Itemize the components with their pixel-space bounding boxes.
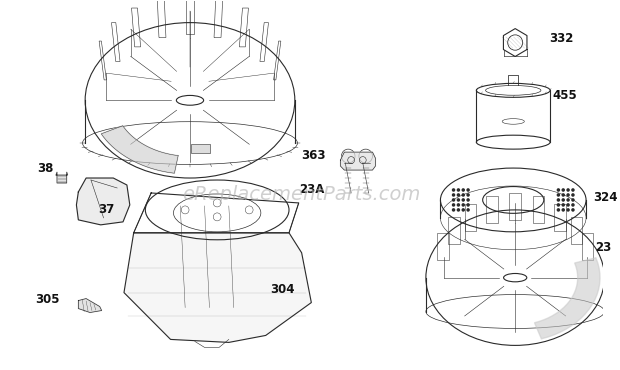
Circle shape [571,193,575,197]
Polygon shape [76,178,130,225]
Circle shape [452,203,455,207]
Polygon shape [56,172,68,183]
Circle shape [466,188,470,192]
Circle shape [557,208,560,212]
Circle shape [452,193,455,197]
Text: 332: 332 [549,32,574,45]
Circle shape [461,193,465,197]
Circle shape [571,188,575,192]
Circle shape [557,198,560,202]
Polygon shape [191,144,210,153]
Circle shape [466,198,470,202]
Circle shape [562,203,565,207]
Circle shape [457,203,460,207]
Circle shape [461,203,465,207]
Circle shape [571,208,575,212]
Text: 324: 324 [593,191,618,205]
Circle shape [461,188,465,192]
Circle shape [557,188,560,192]
Circle shape [562,198,565,202]
Circle shape [566,188,570,192]
Circle shape [566,193,570,197]
Circle shape [452,188,455,192]
Polygon shape [101,126,178,173]
Circle shape [461,198,465,202]
Circle shape [452,208,455,212]
Circle shape [466,203,470,207]
Text: 455: 455 [552,89,577,102]
Text: eReplacementParts.com: eReplacementParts.com [182,185,421,205]
Circle shape [571,198,575,202]
Polygon shape [78,299,102,313]
Polygon shape [534,258,600,339]
Text: 23A: 23A [299,184,324,196]
Text: 23: 23 [595,241,611,254]
Text: 304: 304 [270,283,295,296]
Circle shape [461,208,465,212]
Circle shape [457,198,460,202]
Polygon shape [124,233,311,342]
Text: 305: 305 [35,293,60,306]
Circle shape [557,193,560,197]
Polygon shape [340,152,375,170]
Circle shape [562,208,565,212]
Circle shape [466,193,470,197]
Text: 38: 38 [38,162,54,175]
Circle shape [566,198,570,202]
Circle shape [571,203,575,207]
Text: 37: 37 [98,204,114,216]
Circle shape [566,203,570,207]
Circle shape [562,188,565,192]
Circle shape [457,193,460,197]
Circle shape [557,203,560,207]
Circle shape [562,193,565,197]
Circle shape [457,188,460,192]
Circle shape [466,208,470,212]
Circle shape [452,198,455,202]
Text: 363: 363 [301,149,326,162]
Circle shape [566,208,570,212]
Circle shape [457,208,460,212]
